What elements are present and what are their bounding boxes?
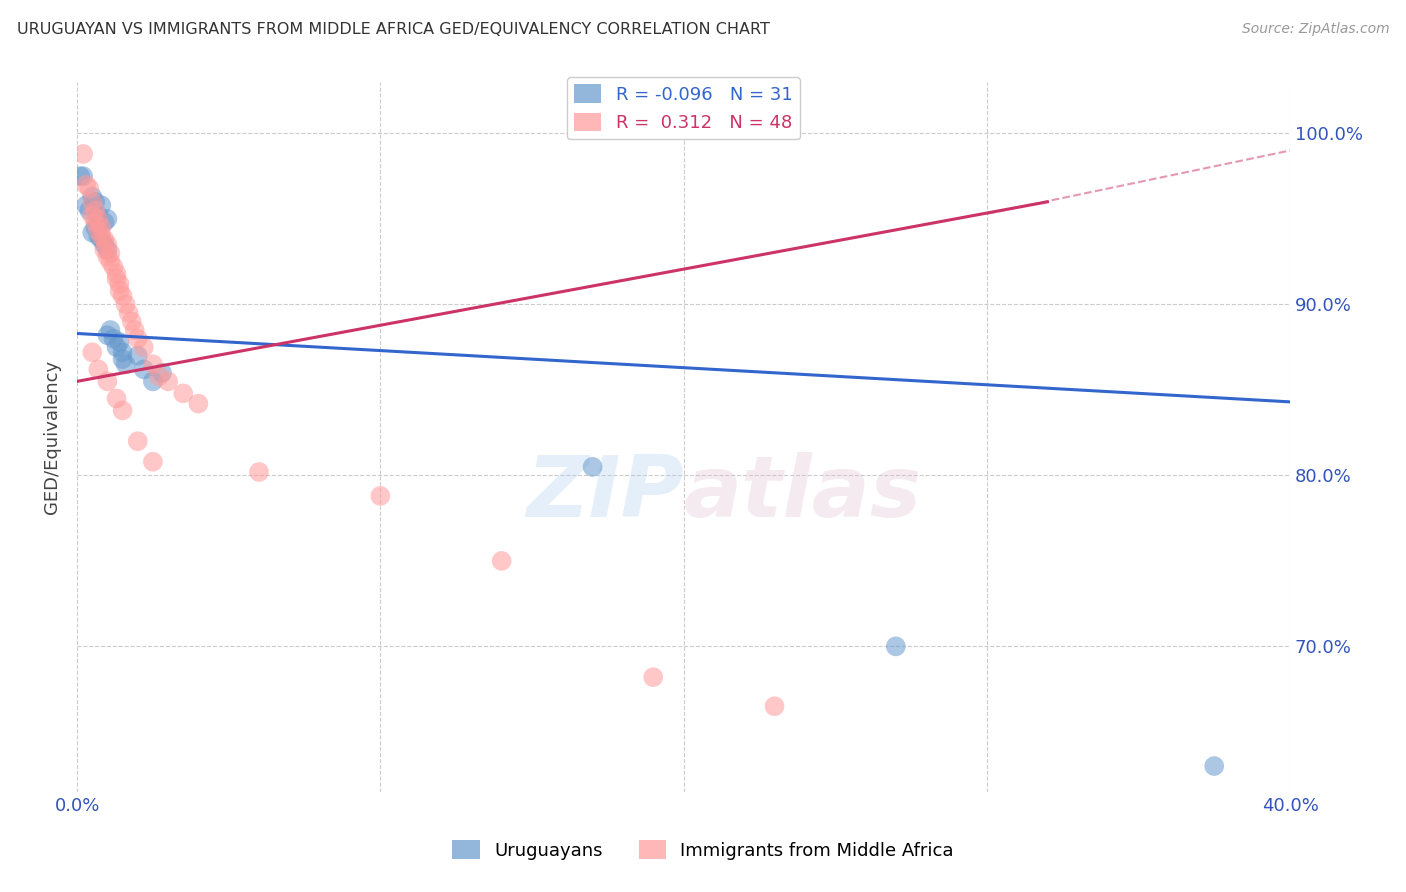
Text: URUGUAYAN VS IMMIGRANTS FROM MIDDLE AFRICA GED/EQUIVALENCY CORRELATION CHART: URUGUAYAN VS IMMIGRANTS FROM MIDDLE AFRI… [17,22,769,37]
Point [93,243,115,257]
Point [82,194,104,209]
Point [77,203,100,218]
Point [82,190,104,204]
Point [100,254,122,268]
Point [121,314,143,328]
Y-axis label: GED/Equivalency: GED/Equivalency [44,359,60,514]
Point [103,332,125,346]
Point [370,489,392,503]
Legend: R = -0.096   N = 31, R =  0.312   N = 48: R = -0.096 N = 31, R = 0.312 N = 48 [567,77,800,139]
Point [96,375,118,389]
Point [581,459,603,474]
Point [108,284,131,298]
Point [643,670,665,684]
Point [84,215,107,229]
Point [763,699,786,714]
Point [1204,759,1226,773]
Point [132,362,155,376]
Point [127,332,149,346]
Point [72,147,94,161]
Point [75,178,97,192]
Point [84,194,107,209]
Point [111,345,134,359]
Point [77,181,100,195]
Point [84,203,107,218]
Point [96,243,118,257]
Point [96,237,118,252]
Point [90,220,112,235]
Point [157,375,180,389]
Point [172,386,194,401]
Point [87,224,110,238]
Point [82,226,104,240]
Point [82,209,104,223]
Point [111,289,134,303]
Point [108,334,131,349]
Point [127,349,149,363]
Text: atlas: atlas [683,452,922,535]
Point [87,211,110,226]
Point [90,229,112,244]
Legend: Uruguayans, Immigrants from Middle Africa: Uruguayans, Immigrants from Middle Afric… [446,833,960,867]
Point [148,369,170,384]
Point [132,340,155,354]
Point [93,215,115,229]
Point [111,352,134,367]
Point [111,403,134,417]
Point [114,297,136,311]
Point [87,362,110,376]
Point [87,209,110,223]
Point [69,169,91,184]
Text: ZIP: ZIP [526,452,683,535]
Text: Source: ZipAtlas.com: Source: ZipAtlas.com [1241,22,1389,37]
Point [72,169,94,184]
Point [87,229,110,244]
Point [124,323,146,337]
Point [114,357,136,371]
Point [150,366,173,380]
Point [100,323,122,337]
Point [90,232,112,246]
Point [93,237,115,252]
Point [108,277,131,291]
Point [105,267,128,281]
Point [247,465,270,479]
Point [96,211,118,226]
Point [117,306,139,320]
Point [100,246,122,260]
Point [84,220,107,235]
Point [187,396,209,410]
Point [105,392,128,406]
Point [142,357,165,371]
Point [142,455,165,469]
Point [884,640,907,654]
Point [82,345,104,359]
Point [75,198,97,212]
Point [90,198,112,212]
Point [127,434,149,449]
Point [96,328,118,343]
Point [142,375,165,389]
Point [96,250,118,264]
Point [105,340,128,354]
Point [491,554,513,568]
Point [93,232,115,246]
Point [105,272,128,286]
Point [103,260,125,274]
